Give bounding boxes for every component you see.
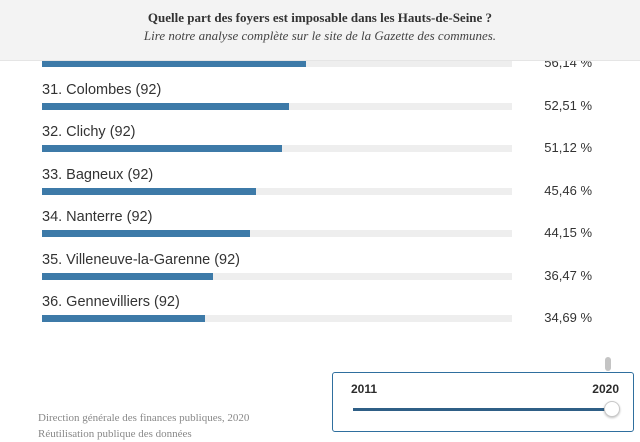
- bar: [42, 187, 256, 195]
- bar: [42, 61, 306, 67]
- bar-value-label: 45,46 %: [544, 182, 592, 198]
- bar-value-label: 36,47 %: [544, 267, 592, 283]
- bar-track: [42, 315, 512, 322]
- chart-title: Quelle part des foyers est imposable dan…: [147, 10, 493, 25]
- bar-value-label: 44,15 %: [544, 225, 592, 240]
- bar-label: 31. Colombes (92): [42, 81, 162, 98]
- bar: [42, 102, 289, 110]
- bar-row: 34. Nanterre (92) 44,15 %: [0, 209, 600, 251]
- bar-track: [42, 145, 512, 152]
- bar-value-label: 51,12 %: [544, 140, 592, 155]
- bar-row: 33. Bagneux (92) 45,46 %: [0, 167, 600, 209]
- bar-row: 35. Villeneuve-la-Garenne (92) 36,47 %: [0, 252, 600, 294]
- bar: [42, 230, 250, 237]
- timeline-track[interactable]: [353, 408, 609, 411]
- bar-label: 36. Gennevilliers (92): [42, 294, 180, 310]
- bar-row: 36. Gennevilliers (92) 34,69 %: [0, 294, 600, 336]
- bar-row: 32. Clichy (92) 51,12 %: [0, 124, 600, 166]
- bar-value-label: 52,51 %: [544, 97, 592, 113]
- bar-row: 56,14 %: [0, 61, 600, 81]
- bar-track: [42, 102, 512, 110]
- bar-label: 32. Clichy (92): [42, 124, 136, 140]
- bar: [42, 315, 206, 322]
- source-footer: Direction générale des finances publique…: [38, 410, 249, 442]
- bar-row: 31. Colombes (92) 52,51 %: [0, 82, 600, 124]
- bar-track: [42, 61, 512, 67]
- timeline-end-label: 2020: [592, 382, 619, 396]
- year-timeline[interactable]: 2011 2020: [332, 372, 634, 432]
- bar-label: 34. Nanterre (92): [42, 209, 153, 225]
- license-text: Réutilisation publique des données: [38, 428, 192, 440]
- chart-subtitle: Lire notre analyse complète sur le site …: [143, 28, 497, 43]
- bar: [42, 145, 283, 152]
- bar-value-label: 34,69 %: [544, 310, 592, 325]
- chart-header: Quelle part des foyers est imposable dan…: [0, 0, 640, 61]
- bar-track: [42, 272, 512, 280]
- bar: [42, 272, 214, 280]
- bar-value-label: 56,14 %: [544, 61, 592, 70]
- timeline-handle[interactable]: [604, 401, 620, 417]
- bar-label: 33. Bagneux (92): [42, 166, 154, 183]
- vertical-scrollbar[interactable]: [604, 61, 612, 371]
- source-text: Direction générale des finances publique…: [38, 412, 250, 424]
- bar-track: [42, 230, 512, 237]
- bar-list[interactable]: 56,14 % 31. Colombes (92) 52,51 % 32. Clich…: [0, 61, 600, 361]
- scrollbar-thumb[interactable]: [605, 357, 611, 371]
- bar-label: 35. Villeneuve-la-Garenne (92): [42, 251, 241, 268]
- timeline-start-label: 2011: [351, 382, 378, 396]
- bar-track: [42, 187, 512, 195]
